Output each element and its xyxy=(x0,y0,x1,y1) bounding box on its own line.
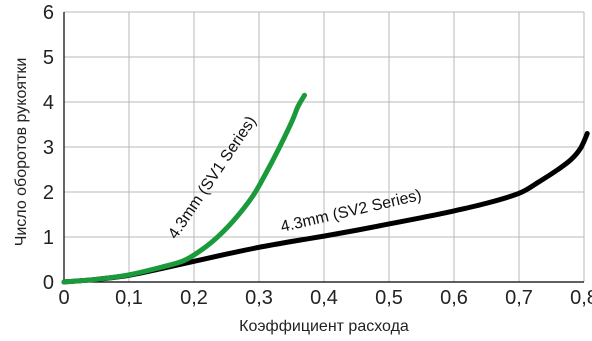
y-tick-label: 0 xyxy=(43,272,54,294)
series-line-sv1 xyxy=(61,92,307,285)
x-tick-label: 0,7 xyxy=(505,287,533,309)
x-tick-label: 0,3 xyxy=(245,287,273,309)
x-tick-label: 0,5 xyxy=(375,287,403,309)
x-axis-label: Коэффициент расхода xyxy=(239,318,409,335)
series xyxy=(61,92,590,285)
x-tick-label: 0,2 xyxy=(180,287,208,309)
x-tick-label: 0,1 xyxy=(115,287,143,309)
y-tick-label: 2 xyxy=(43,182,54,204)
axes xyxy=(63,12,584,283)
y-tick-label: 6 xyxy=(43,2,54,24)
series-label-sv2: 4.3mm (SV2 Series) xyxy=(279,187,423,236)
y-tick-label: 1 xyxy=(43,227,54,249)
x-tick-label: 0 xyxy=(58,287,69,309)
x-tick-label: 0,6 xyxy=(440,287,468,309)
y-axis-label: Число оборотов рукоятки xyxy=(13,58,30,247)
series-label-sv1: 4.3mm (SV1 Series) xyxy=(165,113,260,242)
grid xyxy=(64,11,585,282)
x-tick-label: 0,4 xyxy=(310,287,338,309)
y-tick-label: 3 xyxy=(43,137,54,159)
y-tick-label: 5 xyxy=(43,47,54,69)
tick-labels: 0 0,1 0,2 0,3 0,4 0,5 0,6 0,7 0,8 0 1 2 3 4 5 6 xyxy=(43,2,592,309)
x-tick-label: 0,8 xyxy=(570,287,592,309)
y-tick-label: 4 xyxy=(43,92,54,114)
